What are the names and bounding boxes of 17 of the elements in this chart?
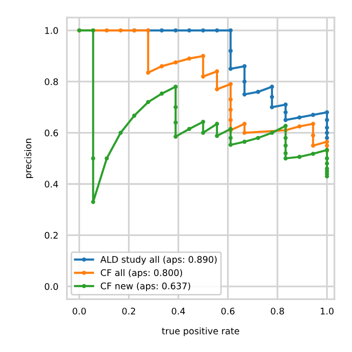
y-axis-title: precision: [24, 138, 34, 178]
x-tick-label: 0.6: [221, 308, 234, 315]
x-axis-title: true positive rate: [162, 327, 240, 336]
legend-label: CF all (aps: 0.800): [100, 269, 182, 278]
y-tick-label: 0.4: [44, 180, 58, 188]
y-tick-label: 0.8: [44, 78, 58, 86]
y-tick-label: 0.2: [44, 232, 58, 239]
y-tick-label: 0.6: [44, 130, 58, 136]
x-tick-label: 1.0: [320, 308, 334, 315]
x-tick-label: 0.4: [172, 308, 186, 315]
x-tick-label: 0.2: [122, 308, 136, 315]
x-tick-label: 0.8: [270, 308, 284, 315]
legend-label: ALD study all (aps: 0.890): [100, 256, 217, 265]
x-tick-label: 0.0: [72, 308, 86, 315]
y-tick-label: 0.0: [44, 283, 58, 290]
legend-label: CF new (aps: 0.637): [100, 282, 190, 292]
y-tick-label: 1.0: [45, 27, 58, 34]
